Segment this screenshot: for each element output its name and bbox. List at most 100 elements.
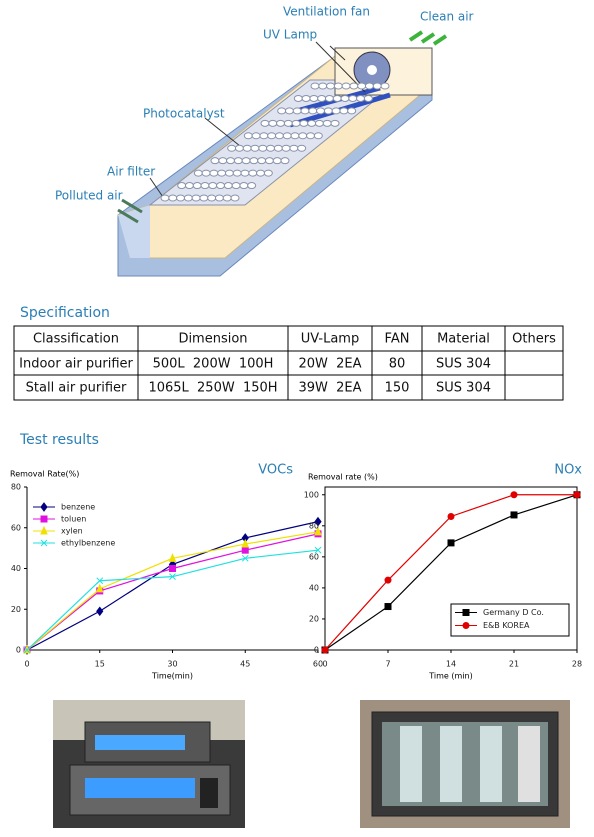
marker xyxy=(384,603,392,611)
marker xyxy=(168,553,177,562)
hole xyxy=(324,94,334,102)
hole xyxy=(306,132,316,140)
hole xyxy=(234,144,244,152)
marker xyxy=(95,583,104,593)
hole xyxy=(280,157,290,165)
hole xyxy=(323,107,333,115)
y-tick-label: 60 xyxy=(309,552,319,561)
hole xyxy=(266,144,276,152)
legend-marker xyxy=(40,525,48,535)
hole xyxy=(347,107,357,115)
marker xyxy=(241,546,249,554)
y-tick-label: 60 xyxy=(11,523,21,532)
hole xyxy=(341,82,351,90)
hole xyxy=(299,119,309,127)
marker xyxy=(510,491,518,499)
table-cell: Indoor air purifier xyxy=(19,357,133,372)
marker xyxy=(169,573,176,581)
marker xyxy=(447,512,455,520)
hole xyxy=(289,144,299,152)
legend-marker xyxy=(40,539,48,547)
table-cell: 1065L 250W 150H xyxy=(148,381,277,396)
x-tick-label: 15 xyxy=(95,660,105,669)
hole xyxy=(176,194,186,202)
y-tick-label: 20 xyxy=(309,614,319,623)
marker xyxy=(96,577,104,585)
hole xyxy=(201,169,211,177)
x-axis-label: Time(min) xyxy=(151,672,193,681)
legend-label: E&B KOREA xyxy=(483,621,530,630)
marker xyxy=(241,538,250,548)
hole xyxy=(273,144,283,152)
hole xyxy=(208,182,218,190)
hole xyxy=(259,132,269,140)
legend-label: Germany D Co. xyxy=(483,608,544,617)
hole xyxy=(372,82,382,90)
series-line xyxy=(26,531,319,651)
marker xyxy=(314,546,322,554)
y-tick-label: 100 xyxy=(304,490,319,499)
hole xyxy=(348,94,358,102)
y-tick-label: 20 xyxy=(11,605,21,614)
marker xyxy=(314,516,322,527)
hole xyxy=(349,82,359,90)
hole xyxy=(364,82,374,90)
hole xyxy=(192,182,202,190)
table-cell: 500L 200W 100H xyxy=(153,357,274,372)
table-cell: 20W 2EA xyxy=(298,357,361,372)
hole xyxy=(168,194,178,202)
label: Air filter xyxy=(107,165,155,179)
hole xyxy=(293,94,303,102)
marker xyxy=(96,606,104,617)
hole xyxy=(292,107,302,115)
y-tick-label: 0 xyxy=(16,646,21,655)
hole xyxy=(230,194,240,202)
hole xyxy=(217,169,227,177)
hole xyxy=(183,194,193,202)
legend-label: benzene xyxy=(61,503,95,512)
legend-label: ethylbenzene xyxy=(61,539,115,548)
hole xyxy=(333,82,343,90)
hole xyxy=(184,182,194,190)
hole xyxy=(193,169,203,177)
hole xyxy=(274,132,284,140)
hole xyxy=(322,119,332,127)
photo-interior xyxy=(360,700,570,828)
hole xyxy=(232,169,242,177)
table-cell: Stall air purifier xyxy=(26,381,127,396)
table-cell: 80 xyxy=(389,357,406,372)
x-tick-label: 14 xyxy=(446,660,456,669)
table-header: Others xyxy=(512,332,556,347)
x-tick-label: 28 xyxy=(572,660,582,669)
x-tick-label: 45 xyxy=(240,660,250,669)
hole xyxy=(272,157,282,165)
hole xyxy=(284,107,294,115)
marker xyxy=(241,554,249,562)
hole xyxy=(248,169,258,177)
hole xyxy=(233,157,243,165)
y-tick-label: 80 xyxy=(11,483,21,492)
hole xyxy=(260,119,270,127)
label: Photocatalyst xyxy=(143,107,225,121)
label: Polluted air xyxy=(55,189,123,203)
marker xyxy=(314,526,322,536)
legend-box xyxy=(450,603,570,637)
hole xyxy=(251,132,261,140)
hole xyxy=(243,132,253,140)
heading: Test results xyxy=(19,432,99,448)
marker xyxy=(169,565,176,572)
hole xyxy=(316,107,326,115)
x-tick-label: 7 xyxy=(385,660,390,669)
hole xyxy=(247,182,257,190)
legend-label: toluen xyxy=(61,515,86,524)
hole xyxy=(216,182,226,190)
photo-device xyxy=(53,700,245,828)
hole xyxy=(300,107,310,115)
hole xyxy=(277,107,287,115)
table-header: Material xyxy=(437,332,490,347)
marker xyxy=(384,576,392,584)
hole xyxy=(222,194,232,202)
hole xyxy=(264,157,274,165)
hole xyxy=(268,119,278,127)
y-tick-label: 40 xyxy=(309,583,319,592)
